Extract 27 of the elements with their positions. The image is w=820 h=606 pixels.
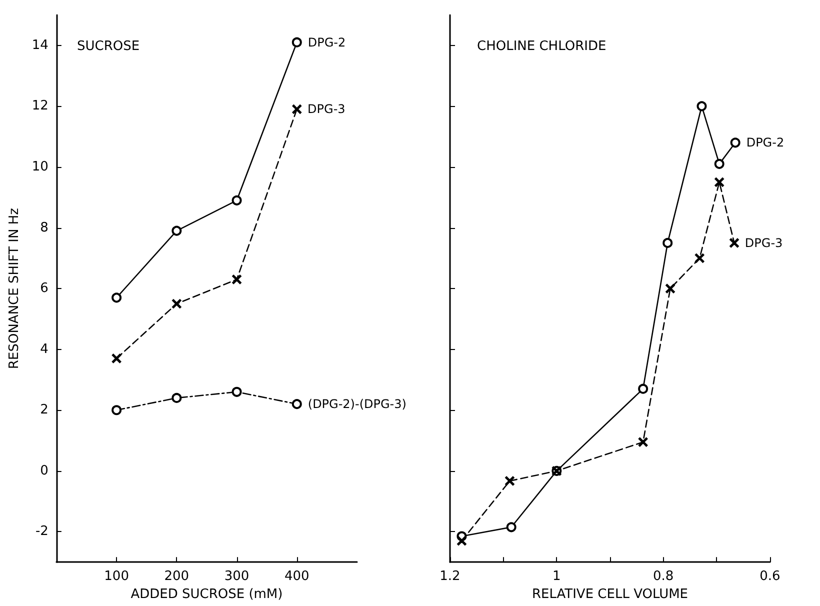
x-tick-label: 400 bbox=[284, 569, 310, 584]
series-label: (DPG-2)-(DPG-3) bbox=[308, 397, 406, 412]
x-tick-label: 1 bbox=[552, 569, 561, 584]
x-tick-label: 1.2 bbox=[440, 569, 460, 584]
text: SUCROSE bbox=[77, 39, 140, 54]
y-tick-label: 6 bbox=[40, 281, 48, 296]
x-axis-title: ADDED SUCROSE (mM) bbox=[130, 587, 283, 602]
x-tick-label: 100 bbox=[104, 569, 129, 584]
y-tick-label: 8 bbox=[40, 220, 48, 236]
series-label: DPG-2 bbox=[746, 136, 784, 150]
y-tick-label: 0 bbox=[40, 463, 48, 478]
x-tick-label: 200 bbox=[164, 569, 190, 584]
x-tick-label: 0.6 bbox=[760, 569, 780, 584]
series-label: DPG-3 bbox=[744, 236, 783, 250]
x-tick-label: 0.8 bbox=[652, 569, 674, 584]
series-label: DPG-3 bbox=[308, 102, 346, 116]
series-label: DPG-2 bbox=[308, 35, 346, 50]
text: CHOLINE CHLORIDE bbox=[477, 39, 606, 54]
y-tick-label: 10 bbox=[32, 159, 48, 174]
y-tick-label: 12 bbox=[32, 98, 48, 114]
x-tick-label: 300 bbox=[224, 569, 250, 584]
x-axis-title: RELATIVE CELL VOLUME bbox=[532, 587, 688, 602]
y-tick-label: 14 bbox=[32, 38, 48, 53]
y-axis-title: RESONANCE SHIFT IN Hz bbox=[7, 208, 22, 370]
y-tick-label: 4 bbox=[40, 342, 48, 357]
y-tick-label: -2 bbox=[35, 524, 48, 540]
y-tick-label: 2 bbox=[40, 402, 48, 418]
